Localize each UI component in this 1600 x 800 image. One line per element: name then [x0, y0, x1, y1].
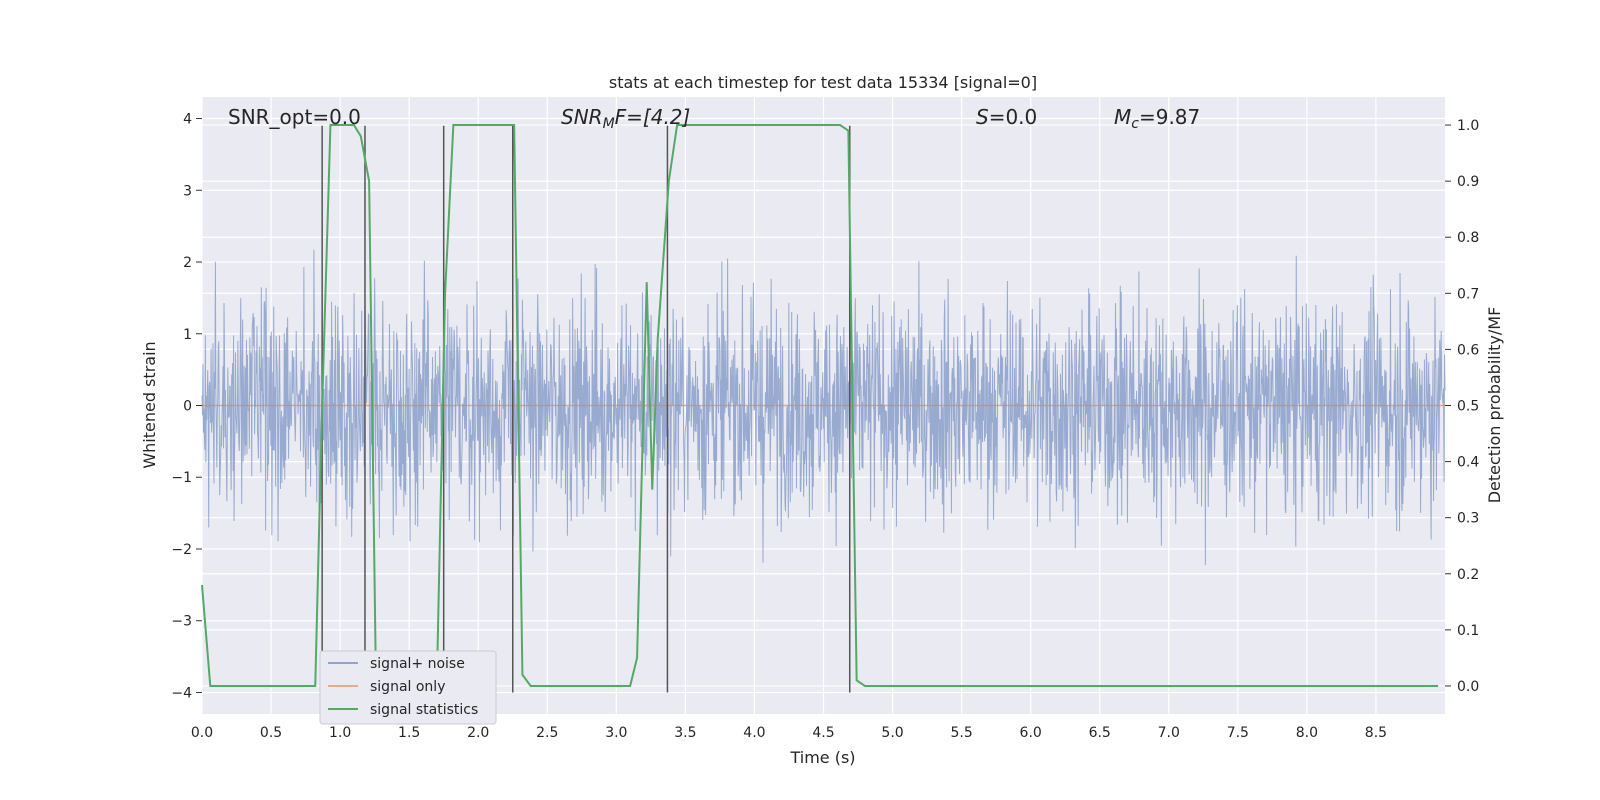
x-tick-label-13: 6.5	[1089, 725, 1111, 741]
right-tick-label-4: 0.4	[1457, 455, 1479, 471]
x-tick-label-9: 4.5	[812, 725, 834, 741]
x-tick-label-10: 5.0	[881, 725, 903, 741]
right-tick-label-8: 0.8	[1457, 230, 1479, 246]
y-tick-label-8: 4	[183, 112, 192, 128]
mc-sub: c	[1131, 116, 1139, 132]
snr-mf-prefix: SNR	[561, 105, 603, 129]
y-axis-label: Whitened strain	[140, 341, 159, 468]
s-prefix: S	[976, 105, 989, 129]
right-tick-label-2: 0.2	[1457, 567, 1479, 583]
x-tick-label-1: 0.5	[260, 725, 282, 741]
legend-box	[319, 650, 497, 725]
x-tick-label-8: 4.0	[743, 725, 765, 741]
x-tick-label-12: 6.0	[1020, 725, 1042, 741]
snr-mf-sub: M	[603, 116, 615, 132]
snr-mf-suffix: F=[4.2]	[615, 105, 691, 129]
annotation-mc: Mc=9.87	[1114, 105, 1200, 132]
right-tick-label-7: 0.7	[1457, 286, 1479, 302]
chart-title: stats at each timestep for test data 153…	[609, 73, 1037, 92]
annotation-s: S=0.0	[976, 105, 1037, 129]
right-tick-label-5: 0.5	[1457, 399, 1479, 415]
annotation-snr-mf: SNRMF=[4.2]	[561, 105, 690, 132]
s-suffix: =0.0	[989, 105, 1038, 129]
x-tick-label-14: 7.0	[1158, 725, 1180, 741]
x-axis-ticks: 0.0 0.5 1.0 1.5 2.0 2.5 3.0 3.5 4.0 4.5 5.0 5.5 6.0 6…	[191, 725, 1387, 741]
right-tick-label-10: 1.0	[1457, 118, 1479, 134]
right-tick-label-6: 0.6	[1457, 342, 1479, 358]
x-tick-label-11: 5.5	[950, 725, 972, 741]
y-tick-label-6: 2	[183, 255, 192, 271]
right-axis-label: Detection probability/MF	[1485, 307, 1504, 504]
x-tick-label-4: 2.0	[467, 725, 489, 741]
annotation-snr-opt: SNR_opt=0.0	[228, 105, 361, 129]
legend-label-signal-noise: signal+ noise	[370, 656, 465, 672]
y-axis-ticks: −4 −3 −2 −1 0 1 2 3 4	[171, 112, 202, 701]
mc-suffix: =9.87	[1139, 105, 1200, 129]
x-tick-label-2: 1.0	[329, 725, 351, 741]
x-tick-label-6: 3.0	[605, 725, 627, 741]
x-tick-label-16: 8.0	[1296, 725, 1318, 741]
y-tick-label-0: −4	[171, 685, 192, 701]
legend: signal+ noise signal only signal statist…	[319, 650, 497, 725]
signal-statistics-line	[201, 124, 1439, 687]
x-tick-label-7: 3.5	[674, 725, 696, 741]
x-tick-label-3: 1.5	[398, 725, 420, 741]
y-tick-label-3: −1	[171, 470, 192, 486]
right-tick-label-9: 0.9	[1457, 174, 1479, 190]
right-tick-label-3: 0.3	[1457, 511, 1479, 527]
x-tick-label-17: 8.5	[1365, 725, 1387, 741]
right-axis-ticks: 0.0 0.1 0.2 0.3 0.4 0.5 0.6 0.7 0.8 0.9 1.0	[1445, 118, 1479, 695]
y-tick-label-2: −2	[171, 542, 192, 558]
right-tick-label-1: 0.1	[1457, 623, 1479, 639]
y-tick-label-5: 1	[183, 327, 192, 343]
x-tick-label-5: 2.5	[536, 725, 558, 741]
signal-noise-line	[201, 249, 1446, 566]
y-tick-label-7: 3	[183, 183, 192, 199]
legend-label-signal-only: signal only	[370, 679, 445, 695]
legend-label-signal-statistics: signal statistics	[370, 702, 478, 718]
signal-noise-series	[201, 249, 1446, 566]
x-tick-label-15: 7.5	[1227, 725, 1249, 741]
right-tick-label-0: 0.0	[1457, 679, 1479, 695]
y-tick-label-1: −3	[171, 614, 192, 630]
signal-statistics-series	[201, 124, 1439, 687]
x-axis-label: Time (s)	[789, 748, 855, 767]
mc-prefix: M	[1114, 105, 1131, 129]
y-tick-label-4: 0	[183, 399, 192, 415]
x-tick-label-0: 0.0	[191, 725, 213, 741]
